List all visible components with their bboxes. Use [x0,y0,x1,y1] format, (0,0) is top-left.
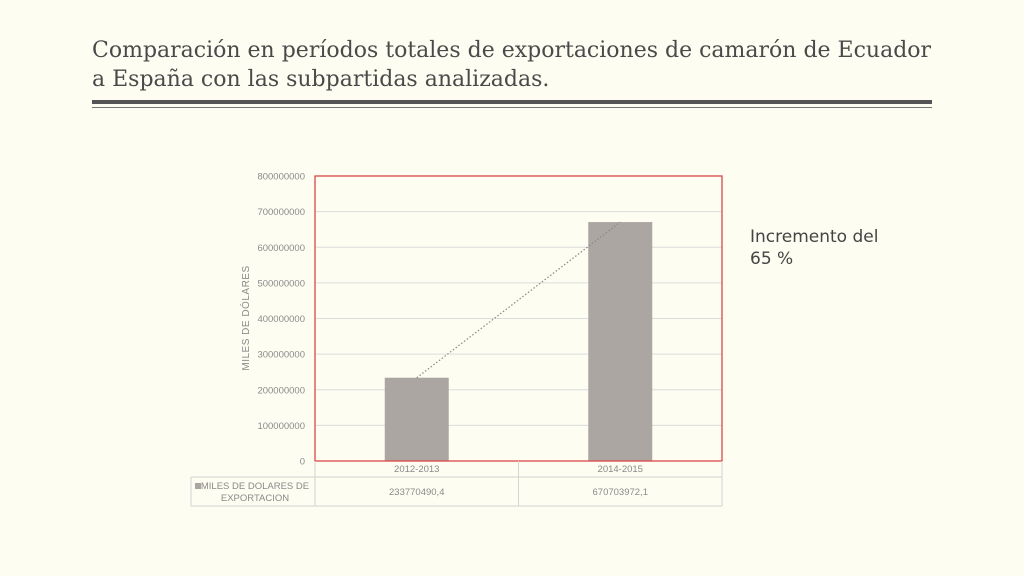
gridlines [315,175,722,462]
trendline [416,221,621,379]
y-tick-label: 200000000 [257,385,305,396]
x-category-label: 2014-2015 [598,464,643,475]
y-tick-label: 800000000 [257,172,305,183]
bars [384,222,653,461]
legend-key [195,483,201,489]
y-axis-title: MILES DE DÓLARES [239,265,252,370]
y-tick-label: 400000000 [257,314,305,325]
annotation-line-1: Incremento del [750,227,879,247]
y-tick-label: 500000000 [257,278,305,289]
series-name-label: MILES DE DOLARES DE EXPORTACION [201,481,309,504]
increase-annotation: Incremento del 65 % [750,226,920,270]
y-axis-ticks: 0 100000000 200000000 300000000 400000000 500… [257,172,305,468]
annotation-line-2: 65 % [750,249,794,269]
y-tick-label: 300000000 [257,350,305,361]
data-value-label: 233770490,4 [389,487,444,498]
title-underline-thin [92,107,932,108]
bar-2012-2013 [384,377,449,461]
y-tick-label: 100000000 [257,421,305,432]
title-underline-thick [92,100,932,104]
slide-title: Comparación en períodos totales de expor… [92,38,932,92]
bar-2014-2015 [588,222,653,461]
y-tick-label: 0 [300,457,305,468]
y-tick-label: 600000000 [257,243,305,254]
data-table: 2012-2013 2014-2015 MILES DE DOLARES DE EXP… [190,461,723,507]
y-tick-label: 700000000 [257,207,305,218]
data-value-label: 670703972,1 [593,487,648,498]
x-category-label: 2012-2013 [394,464,439,475]
